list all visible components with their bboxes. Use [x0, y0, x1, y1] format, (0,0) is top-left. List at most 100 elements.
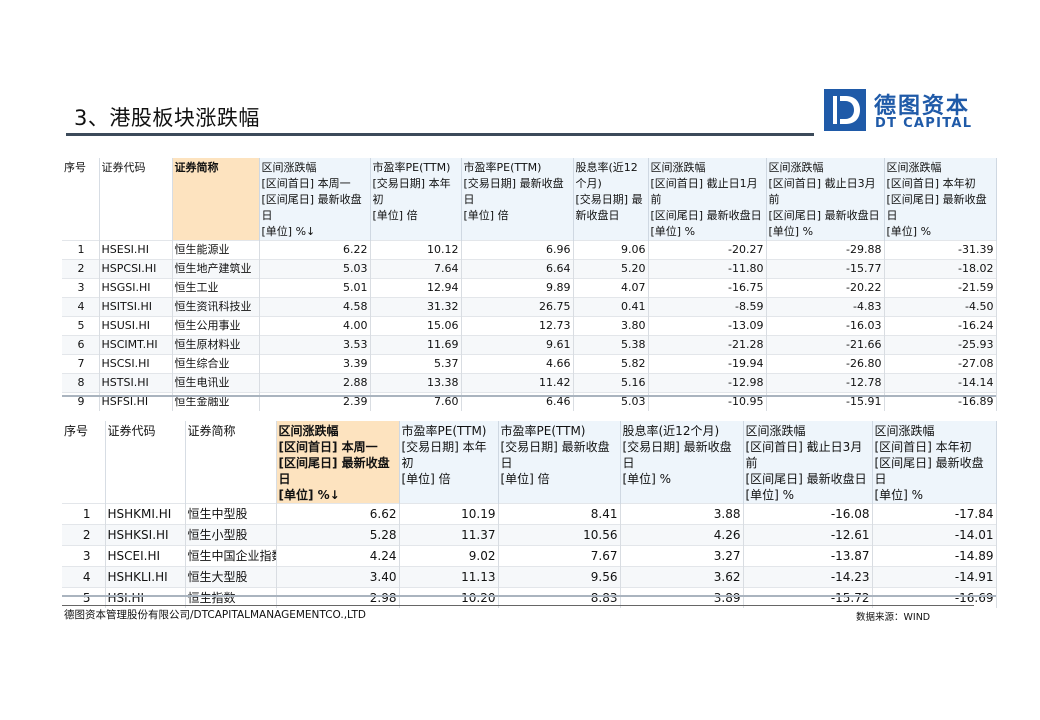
- cell-value: -15.72: [743, 587, 873, 609]
- cell-value: 3.88: [620, 503, 744, 525]
- cell-value: 10.20: [399, 587, 499, 609]
- cell-value: -31.39: [884, 240, 997, 260]
- cell-value: -19.94: [648, 354, 767, 374]
- cell-value: 5.20: [573, 259, 649, 279]
- cell-value: 7.67: [498, 545, 621, 567]
- cell-value: -27.08: [884, 354, 997, 374]
- cell-value: -14.91: [872, 566, 997, 588]
- security-name: 恒生资讯科技业: [172, 297, 260, 317]
- column-header: 市盈率PE(TTM) [交易日期] 本年初 [单位] 倍: [399, 421, 499, 504]
- cell-value: -18.02: [884, 259, 997, 279]
- security-code: HSCEI.HI: [105, 545, 186, 567]
- cell-value: 12.73: [461, 316, 574, 336]
- security-name: 恒生原材料业: [172, 335, 260, 355]
- column-header: 区间涨跌幅 [区间首日] 本年初 [区间尾日] 最新收盘日 [单位] %: [884, 158, 997, 241]
- footer-company: 德图资本管理股份有限公司/DTCAPITALMANAGEMENTCO.,LTD: [64, 609, 366, 621]
- cell-value: 3.80: [573, 316, 649, 336]
- column-header: 序号: [62, 421, 106, 504]
- cell-value: 6.22: [259, 240, 371, 260]
- security-name: 恒生指数: [185, 587, 277, 609]
- security-name: 恒生中型股: [185, 503, 277, 525]
- security-code: HSUSI.HI: [99, 316, 173, 336]
- cell-value: 6.64: [461, 259, 574, 279]
- row-index: 5: [62, 316, 100, 336]
- cell-value: 31.32: [370, 297, 462, 317]
- column-header: 区间涨跌幅 [区间首日] 截止日3月前 [区间尾日] 最新收盘日 [单位] %: [766, 158, 885, 241]
- row-index: 4: [62, 297, 100, 317]
- security-name: 恒生小型股: [185, 524, 277, 546]
- cell-value: 9.02: [399, 545, 499, 567]
- security-code: HSCIMT.HI: [99, 335, 173, 355]
- security-code: HSI.HI: [105, 587, 186, 609]
- column-header: 证券代码: [99, 158, 173, 241]
- row-index: 1: [62, 240, 100, 260]
- cell-value: -14.89: [872, 545, 997, 567]
- cell-value: -14.23: [743, 566, 873, 588]
- security-code: HSITSI.HI: [99, 297, 173, 317]
- column-header: 证券简称: [172, 158, 260, 241]
- cell-value: 6.96: [461, 240, 574, 260]
- cell-value: 4.07: [573, 278, 649, 298]
- table-row: 5 HSI.HI 恒生指数 2.98 10.20 8.83 3.89 -15.72 -16.69: [62, 587, 997, 609]
- cell-value: 26.75: [461, 297, 574, 317]
- cell-value: 5.38: [573, 335, 649, 355]
- security-name: 恒生能源业: [172, 240, 260, 260]
- cell-value: -12.98: [648, 373, 767, 393]
- cell-value: -21.28: [648, 335, 767, 355]
- cell-value: -4.83: [766, 297, 885, 317]
- cell-value: -16.03: [766, 316, 885, 336]
- column-header: 证券代码: [105, 421, 186, 504]
- cell-value: -20.22: [766, 278, 885, 298]
- security-code: HSCSI.HI: [99, 354, 173, 374]
- row-index: 4: [62, 566, 106, 588]
- cell-value: -16.24: [884, 316, 997, 336]
- cell-value: 0.41: [573, 297, 649, 317]
- cell-value: 10.19: [399, 503, 499, 525]
- logo-chinese-name: 德图资本: [874, 94, 971, 119]
- cell-value: 12.94: [370, 278, 462, 298]
- security-code: HSHKSI.HI: [105, 524, 186, 546]
- cell-value: -29.88: [766, 240, 885, 260]
- cell-value: 4.00: [259, 316, 371, 336]
- cell-value: 10.12: [370, 240, 462, 260]
- cell-value: -11.80: [648, 259, 767, 279]
- cell-value: 11.37: [399, 524, 499, 546]
- cell-value: 3.39: [259, 354, 371, 374]
- cell-value: 11.69: [370, 335, 462, 355]
- table-row: 3 HSGSI.HI 恒生工业 5.01 12.94 9.89 4.07 -16.75 -20.…: [62, 278, 997, 298]
- cell-value: 5.03: [259, 259, 371, 279]
- column-header: 区间涨跌幅 [区间首日] 本年初 [区间尾日] 最新收盘日 [单位] %: [872, 421, 997, 504]
- cell-value: -25.93: [884, 335, 997, 355]
- cell-value: -13.09: [648, 316, 767, 336]
- row-index: 1: [62, 503, 106, 525]
- cell-value: -14.14: [884, 373, 997, 393]
- column-header: 区间涨跌幅 [区间首日] 截止日3月前 [区间尾日] 最新收盘日 [单位] %: [743, 421, 873, 504]
- cell-value: 9.56: [498, 566, 621, 588]
- cell-value: 3.40: [276, 566, 400, 588]
- security-code: HSTSI.HI: [99, 373, 173, 393]
- company-logo: 德图资本 DT CAPITAL: [824, 88, 984, 134]
- cell-value: 10.56: [498, 524, 621, 546]
- security-name: 恒生地产建筑业: [172, 259, 260, 279]
- security-name: 恒生大型股: [185, 566, 277, 588]
- footer-source: 数据来源：WIND: [856, 612, 931, 623]
- security-code: HSGSI.HI: [99, 278, 173, 298]
- row-index: 3: [62, 278, 100, 298]
- row-index: 2: [62, 524, 106, 546]
- column-header: 区间涨跌幅 [区间首日] 截止日1月前 [区间尾日] 最新收盘日 [单位] %: [648, 158, 767, 241]
- row-index: 5: [62, 587, 106, 609]
- cell-value: -21.59: [884, 278, 997, 298]
- table-row: 2 HSPCSI.HI 恒生地产建筑业 5.03 7.64 6.64 5.20 -11.80-…: [62, 259, 997, 279]
- cell-value: 5.01: [259, 278, 371, 298]
- column-header: 股息率(近12个月) [交易日期] 最新收盘日: [573, 158, 649, 241]
- cell-value: 9.06: [573, 240, 649, 260]
- cell-value: 4.24: [276, 545, 400, 567]
- column-header: 市盈率PE(TTM) [交易日期] 最新收盘日 [单位] 倍: [461, 158, 574, 241]
- cell-value: 8.41: [498, 503, 621, 525]
- column-header: 区间涨跌幅 [区间首日] 本周一 [区间尾日] 最新收盘日 [单位] %↓: [259, 158, 371, 241]
- table-row: 3 HSCEI.HI 恒生中国企业指数 4.24 9.02 7.67 3.27 -13.87-…: [62, 545, 997, 567]
- cell-value: 5.37: [370, 354, 462, 374]
- table-row: 1 HSHKMI.HI 恒生中型股 6.62 10.19 8.41 3.88 -16.08 -1…: [62, 503, 997, 525]
- cell-value: 3.53: [259, 335, 371, 355]
- cell-value: -17.84: [872, 503, 997, 525]
